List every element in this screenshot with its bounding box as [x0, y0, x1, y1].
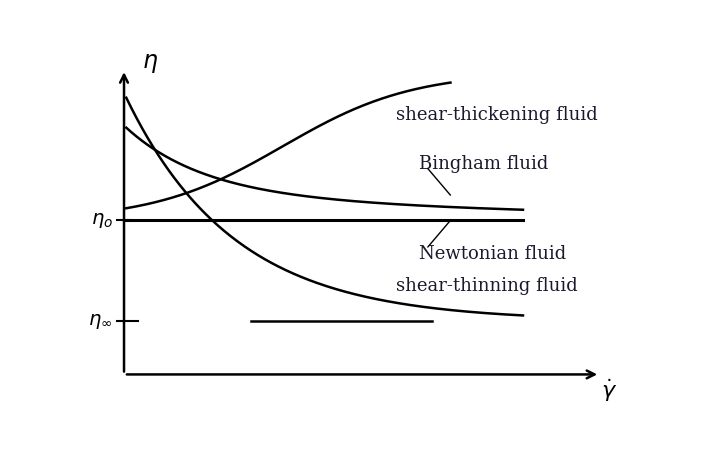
Text: $\eta_o$: $\eta_o$ — [91, 211, 113, 230]
Text: $\dot{\gamma}$: $\dot{\gamma}$ — [601, 377, 617, 405]
Text: shear-thickening fluid: shear-thickening fluid — [396, 106, 598, 124]
Text: shear-thinning fluid: shear-thinning fluid — [396, 276, 578, 295]
Text: $\eta$: $\eta$ — [142, 52, 159, 75]
Text: Bingham fluid: Bingham fluid — [418, 155, 548, 173]
Text: Newtonian fluid: Newtonian fluid — [418, 246, 566, 263]
Text: $\eta_\infty$: $\eta_\infty$ — [88, 311, 113, 331]
